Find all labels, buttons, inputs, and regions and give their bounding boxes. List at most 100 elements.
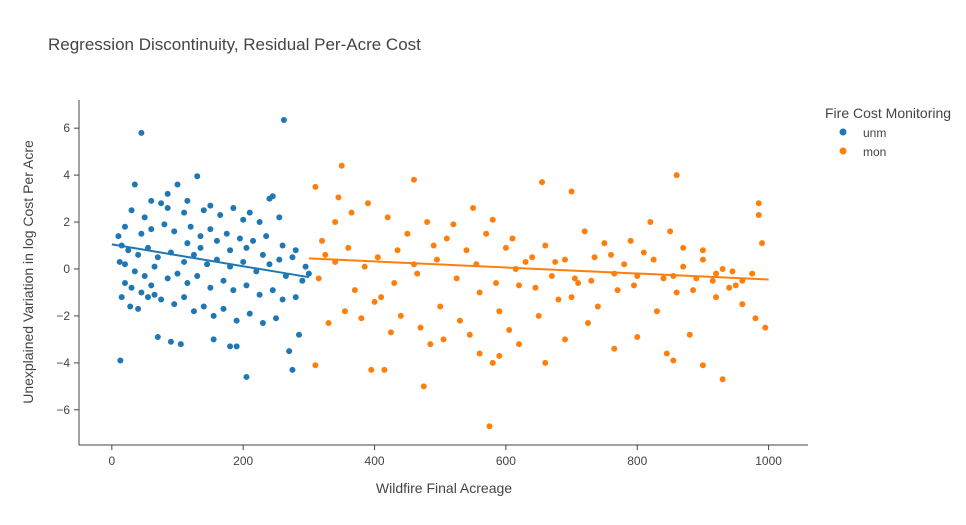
data-point-unm[interactable] xyxy=(158,200,165,207)
data-point-unm[interactable] xyxy=(151,263,158,270)
data-point-mon[interactable] xyxy=(470,204,477,211)
data-point-mon[interactable] xyxy=(749,270,756,277)
data-point-mon[interactable] xyxy=(607,251,614,258)
data-point-unm[interactable] xyxy=(138,230,145,237)
data-point-unm[interactable] xyxy=(190,251,197,258)
data-point-mon[interactable] xyxy=(483,230,490,237)
data-point-mon[interactable] xyxy=(361,263,368,270)
data-point-unm[interactable] xyxy=(230,204,237,211)
data-point-unm[interactable] xyxy=(174,181,181,188)
data-point-unm[interactable] xyxy=(177,341,184,348)
data-point-unm[interactable] xyxy=(207,226,214,233)
data-point-mon[interactable] xyxy=(368,366,375,373)
data-point-mon[interactable] xyxy=(430,242,437,249)
data-point-mon[interactable] xyxy=(621,261,628,268)
data-point-mon[interactable] xyxy=(699,362,706,369)
data-point-unm[interactable] xyxy=(115,233,122,240)
data-point-mon[interactable] xyxy=(489,359,496,366)
data-point-mon[interactable] xyxy=(489,216,496,223)
data-point-unm[interactable] xyxy=(289,366,296,373)
data-point-mon[interactable] xyxy=(522,258,529,265)
data-point-unm[interactable] xyxy=(125,247,132,254)
data-point-unm[interactable] xyxy=(118,294,125,301)
data-point-mon[interactable] xyxy=(397,312,404,319)
data-point-unm[interactable] xyxy=(131,181,138,188)
data-point-unm[interactable] xyxy=(184,240,191,247)
legend-item-unm[interactable]: unm xyxy=(839,126,887,140)
data-point-mon[interactable] xyxy=(450,221,457,228)
data-point-mon[interactable] xyxy=(427,341,434,348)
data-point-mon[interactable] xyxy=(690,287,697,294)
data-point-mon[interactable] xyxy=(739,301,746,308)
data-point-unm[interactable] xyxy=(220,305,227,312)
data-point-unm[interactable] xyxy=(207,284,214,291)
data-point-mon[interactable] xyxy=(358,315,365,322)
data-point-mon[interactable] xyxy=(476,289,483,296)
data-point-unm[interactable] xyxy=(171,228,178,235)
data-point-mon[interactable] xyxy=(417,324,424,331)
data-point-mon[interactable] xyxy=(653,308,660,315)
data-point-unm[interactable] xyxy=(273,315,280,322)
data-point-mon[interactable] xyxy=(568,294,575,301)
data-point-mon[interactable] xyxy=(732,282,739,289)
data-point-unm[interactable] xyxy=(171,301,178,308)
data-point-mon[interactable] xyxy=(440,336,447,343)
data-point-unm[interactable] xyxy=(190,308,197,315)
data-point-mon[interactable] xyxy=(539,179,546,186)
data-point-unm[interactable] xyxy=(296,331,303,338)
data-point-unm[interactable] xyxy=(243,244,250,251)
data-point-mon[interactable] xyxy=(319,237,325,244)
data-point-mon[interactable] xyxy=(424,219,431,226)
data-point-unm[interactable] xyxy=(151,291,158,298)
data-point-mon[interactable] xyxy=(394,247,401,254)
data-point-mon[interactable] xyxy=(476,350,483,357)
data-point-mon[interactable] xyxy=(374,254,381,261)
data-point-unm[interactable] xyxy=(279,242,286,249)
data-point-mon[interactable] xyxy=(532,284,539,291)
data-point-unm[interactable] xyxy=(128,207,135,214)
data-point-unm[interactable] xyxy=(161,221,168,228)
data-point-unm[interactable] xyxy=(181,294,188,301)
data-point-unm[interactable] xyxy=(154,254,161,261)
data-point-mon[interactable] xyxy=(713,270,720,277)
data-point-mon[interactable] xyxy=(726,284,733,291)
data-point-mon[interactable] xyxy=(667,228,674,235)
data-point-unm[interactable] xyxy=(217,212,224,218)
data-point-unm[interactable] xyxy=(266,261,273,268)
data-point-mon[interactable] xyxy=(719,376,726,383)
data-point-mon[interactable] xyxy=(332,219,339,226)
data-point-mon[interactable] xyxy=(660,275,667,282)
data-point-unm[interactable] xyxy=(266,195,273,202)
data-point-mon[interactable] xyxy=(581,228,588,235)
data-point-mon[interactable] xyxy=(516,282,523,289)
data-point-mon[interactable] xyxy=(680,244,687,251)
data-point-unm[interactable] xyxy=(194,173,201,180)
data-point-unm[interactable] xyxy=(117,357,124,364)
data-point-mon[interactable] xyxy=(542,359,549,366)
data-point-unm[interactable] xyxy=(253,268,260,275)
data-point-mon[interactable] xyxy=(568,188,575,195)
data-point-mon[interactable] xyxy=(755,212,762,218)
data-point-unm[interactable] xyxy=(154,334,161,341)
data-point-unm[interactable] xyxy=(220,277,227,284)
data-point-mon[interactable] xyxy=(443,235,450,242)
data-point-unm[interactable] xyxy=(197,233,204,240)
data-point-mon[interactable] xyxy=(312,183,319,190)
data-point-unm[interactable] xyxy=(227,343,234,350)
data-point-mon[interactable] xyxy=(699,247,706,254)
data-point-unm[interactable] xyxy=(263,233,270,240)
data-point-unm[interactable] xyxy=(240,216,247,223)
data-point-unm[interactable] xyxy=(286,348,293,355)
data-point-mon[interactable] xyxy=(391,280,398,287)
data-point-mon[interactable] xyxy=(584,319,591,326)
data-point-unm[interactable] xyxy=(167,338,174,345)
data-point-mon[interactable] xyxy=(433,256,440,263)
data-point-mon[interactable] xyxy=(384,214,391,221)
data-point-unm[interactable] xyxy=(256,291,263,298)
data-point-mon[interactable] xyxy=(647,219,654,226)
data-point-unm[interactable] xyxy=(204,261,211,268)
data-point-mon[interactable] xyxy=(502,244,509,251)
data-point-mon[interactable] xyxy=(315,275,322,282)
data-point-unm[interactable] xyxy=(210,336,217,343)
data-point-unm[interactable] xyxy=(246,209,253,216)
